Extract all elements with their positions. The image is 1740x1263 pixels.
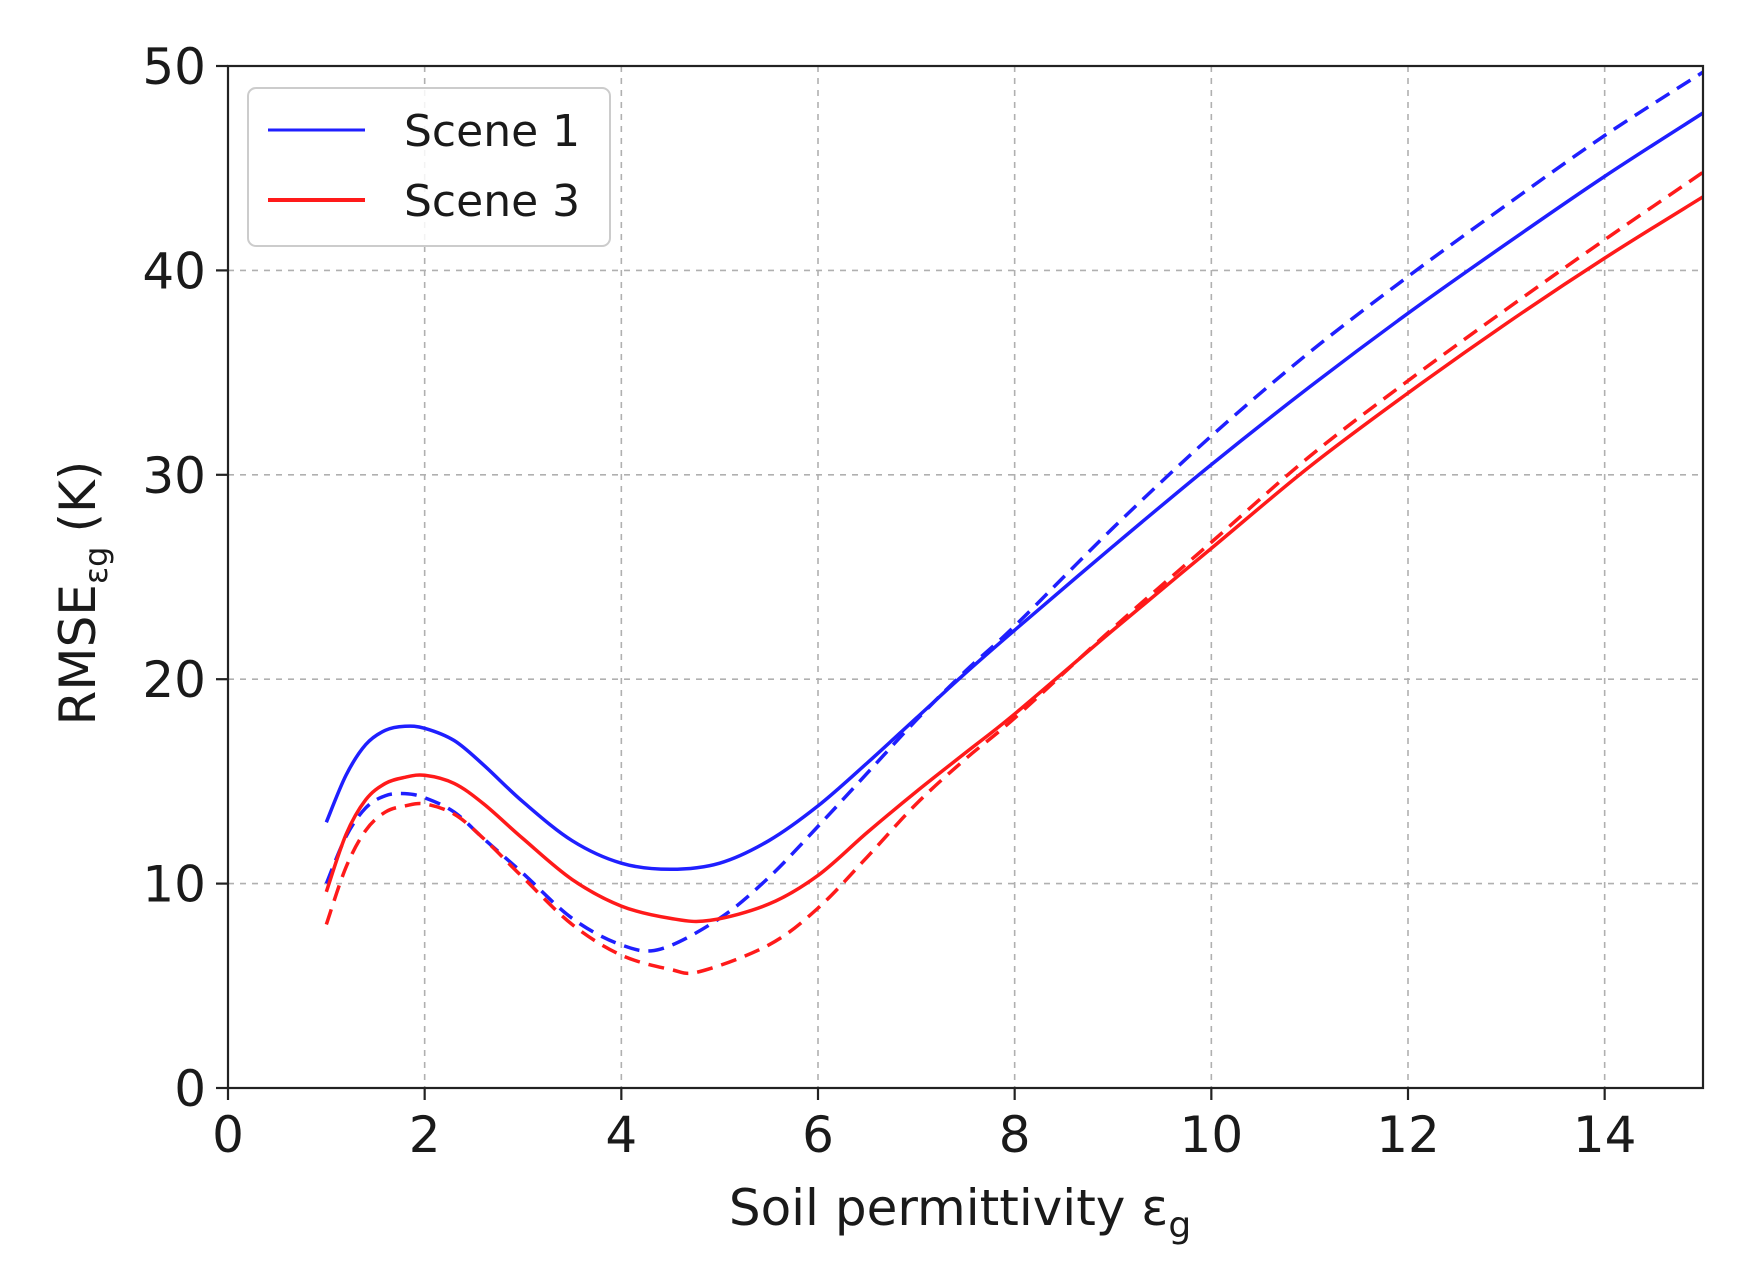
- series-line-0-solid: [324, 111, 1704, 872]
- y-tick-label: 30: [142, 447, 206, 505]
- x-tick-label: 8: [999, 1106, 1031, 1164]
- x-tick-label: 10: [1180, 1106, 1244, 1164]
- y-tick-label: 10: [142, 856, 206, 914]
- y-tick-label: 40: [142, 242, 206, 300]
- y-tick-label: 20: [142, 651, 206, 709]
- x-tick-label: 12: [1376, 1106, 1440, 1164]
- legend: Scene 1 Scene 3: [247, 87, 611, 247]
- y-tick-label: 0: [174, 1060, 206, 1118]
- x-tick-label: 14: [1573, 1106, 1637, 1164]
- legend-label-scene-1: Scene 1: [404, 106, 580, 157]
- legend-box: [247, 87, 611, 247]
- x-tick-label: 2: [409, 1106, 441, 1164]
- y-axis-label: RMSEεg(K): [49, 461, 115, 726]
- plot-frame: [226, 64, 1705, 1090]
- x-axis-label: Soil permittivity εg: [729, 1179, 1191, 1246]
- series-line-2-solid: [324, 195, 1704, 924]
- legend-label-scene-3: Scene 3: [404, 176, 580, 227]
- series-line-1-dashed: [324, 70, 1704, 953]
- x-tick-label: 6: [802, 1106, 834, 1164]
- series-group: [324, 70, 1704, 976]
- ticks: 0 2 4 6 8 10 12 14 0 10 20 30 40 50: [142, 38, 1636, 1164]
- x-tick-label: 0: [212, 1106, 244, 1164]
- y-tick-label: 50: [142, 38, 206, 96]
- x-tick-label: 4: [605, 1106, 637, 1164]
- series-line-3-dashed: [324, 170, 1704, 976]
